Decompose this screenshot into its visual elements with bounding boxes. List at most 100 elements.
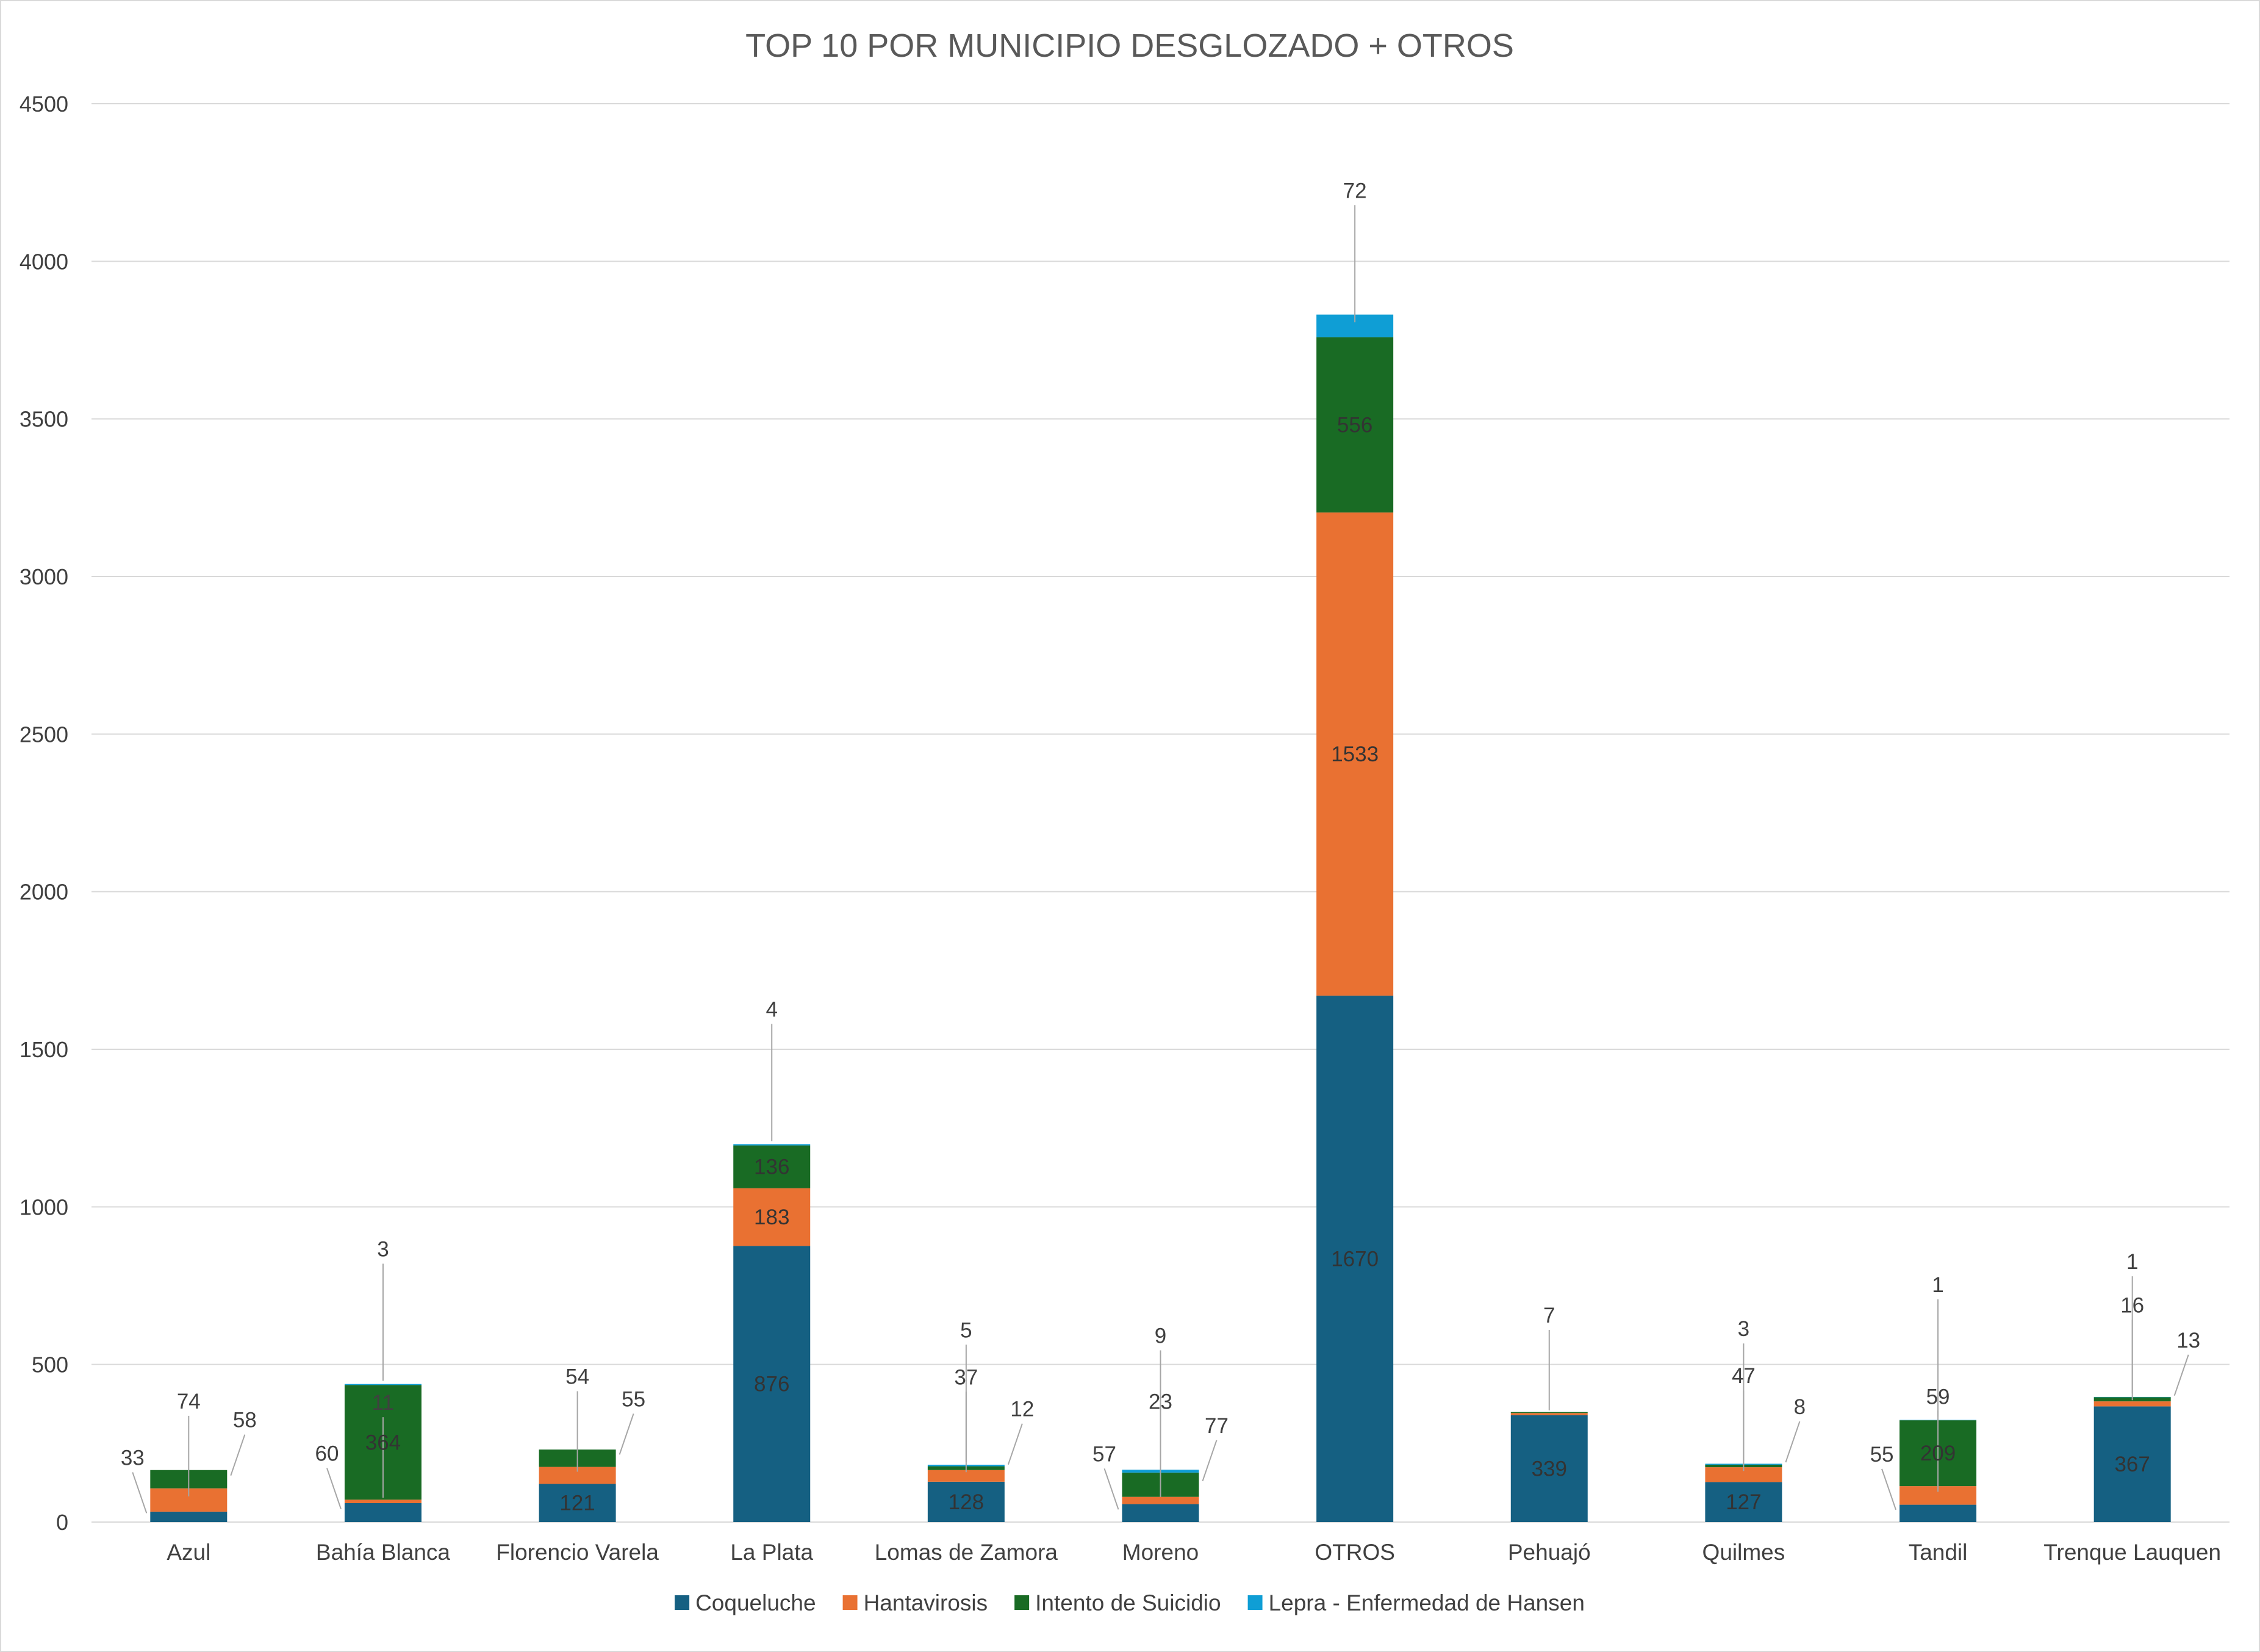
data-label: 3 bbox=[1738, 1317, 1749, 1341]
leader-lines bbox=[132, 205, 2189, 1514]
legend-swatch bbox=[1014, 1595, 1030, 1610]
x-tick-label: Lomas de Zamora bbox=[875, 1540, 1058, 1565]
bar-hantavirosis-10 bbox=[2093, 1401, 2171, 1407]
y-axis-ticks: 0 500 1000 1500 2000 2500 3000 3500 4000 4500 bbox=[20, 92, 68, 1535]
legend-swatch bbox=[842, 1595, 858, 1610]
label-leader-line bbox=[132, 1472, 148, 1514]
data-label: 364 bbox=[365, 1431, 401, 1454]
bar-coqueluche-8 bbox=[1705, 1482, 1782, 1522]
data-label: 121 bbox=[559, 1492, 595, 1515]
bar-hantavirosis-4 bbox=[927, 1470, 1005, 1482]
y-tick-label: 3500 bbox=[20, 407, 68, 432]
y-tick-label: 4500 bbox=[20, 92, 68, 117]
bar-lepra-enfermedad-de-hansen-1 bbox=[344, 1384, 422, 1385]
bar-coqueluche-6 bbox=[1316, 996, 1394, 1522]
legend-label: Intento de Suicidio bbox=[1035, 1590, 1221, 1615]
bar-intento-de-suicidio-7 bbox=[1510, 1412, 1588, 1413]
data-label: 7 bbox=[1543, 1304, 1555, 1327]
data-label: 1 bbox=[2126, 1250, 2138, 1274]
y-tick-label: 2500 bbox=[20, 722, 68, 747]
bar-hantavirosis-1 bbox=[344, 1499, 422, 1503]
data-label: 556 bbox=[1337, 413, 1372, 437]
legend: Coqueluche Hantavirosis Intento de Suicidi… bbox=[675, 1590, 1585, 1615]
data-label: 55 bbox=[1870, 1443, 1894, 1467]
data-label: 183 bbox=[754, 1205, 789, 1229]
bar-coqueluche-9 bbox=[1899, 1504, 1977, 1522]
label-leader-line bbox=[2173, 1354, 2189, 1396]
data-label: 128 bbox=[949, 1490, 984, 1514]
y-tick-label: 3000 bbox=[20, 564, 68, 589]
x-tick-label: OTROS bbox=[1315, 1540, 1395, 1565]
label-leader-line bbox=[1007, 1423, 1023, 1465]
data-label: 60 bbox=[315, 1442, 339, 1466]
bar-coqueluche-3 bbox=[733, 1246, 811, 1522]
data-label: 4 bbox=[766, 998, 777, 1022]
x-tick-label: Quilmes bbox=[1702, 1540, 1785, 1565]
label-leader-line bbox=[230, 1434, 246, 1476]
data-label: 13 bbox=[2176, 1329, 2200, 1352]
data-label: 209 bbox=[1920, 1442, 1956, 1465]
data-label: 47 bbox=[1732, 1364, 1756, 1388]
data-label: 55 bbox=[622, 1387, 645, 1411]
y-tick-label: 1500 bbox=[20, 1037, 68, 1062]
x-tick-label: Pehuajó bbox=[1508, 1540, 1591, 1565]
bar-hantavirosis-3 bbox=[733, 1188, 811, 1246]
data-label: 8 bbox=[1794, 1395, 1806, 1419]
label-leader-line bbox=[1881, 1468, 1896, 1510]
y-tick-label: 4000 bbox=[20, 249, 68, 274]
legend-label: Lepra - Enfermedad de Hansen bbox=[1269, 1590, 1585, 1615]
bar-coqueluche-0 bbox=[150, 1511, 228, 1522]
data-label: 5 bbox=[960, 1318, 972, 1342]
legend-swatch bbox=[675, 1595, 690, 1610]
data-label: 136 bbox=[754, 1155, 789, 1179]
label-leader-line bbox=[1103, 1468, 1119, 1510]
data-label: 1533 bbox=[1331, 742, 1379, 766]
bar-intento-de-suicidio-6 bbox=[1316, 337, 1394, 513]
data-label: 54 bbox=[565, 1365, 589, 1389]
bar-hantavirosis-6 bbox=[1316, 512, 1394, 996]
bar-hantavirosis-7 bbox=[1510, 1413, 1588, 1415]
y-tick-label: 1000 bbox=[20, 1194, 68, 1219]
y-tick-label: 500 bbox=[32, 1352, 68, 1377]
data-label: 72 bbox=[1343, 179, 1367, 203]
data-label: 127 bbox=[1726, 1490, 1761, 1514]
label-leader-line bbox=[1202, 1440, 1218, 1482]
bar-hantavirosis-5 bbox=[1122, 1496, 1199, 1504]
bar-coqueluche-2 bbox=[539, 1484, 616, 1522]
label-leader-line bbox=[619, 1413, 634, 1455]
bar-coqueluche-1 bbox=[344, 1503, 422, 1522]
data-label: 9 bbox=[1155, 1324, 1166, 1348]
bar-coqueluche-7 bbox=[1510, 1415, 1588, 1522]
bar-lepra-enfermedad-de-hansen-3 bbox=[733, 1144, 811, 1146]
chart-title: TOP 10 POR MUNICIPIO DESGLOZADO + OTROS bbox=[745, 27, 1514, 64]
gridlines bbox=[91, 103, 2230, 1523]
y-tick-label: 0 bbox=[56, 1510, 68, 1535]
data-label: 23 bbox=[1149, 1390, 1172, 1414]
x-tick-label: Moreno bbox=[1122, 1540, 1199, 1565]
x-tick-label: Trenque Lauquen bbox=[2043, 1540, 2221, 1565]
data-label: 33 bbox=[121, 1446, 145, 1470]
bar-coqueluche-5 bbox=[1122, 1504, 1199, 1522]
x-tick-label: Azul bbox=[167, 1540, 210, 1565]
data-labels: 3374586011364312154558761831364128371255… bbox=[121, 179, 2200, 1515]
data-label: 16 bbox=[2120, 1293, 2144, 1317]
y-tick-label: 2000 bbox=[20, 880, 68, 905]
data-label: 1670 bbox=[1331, 1248, 1379, 1271]
bars bbox=[150, 314, 2171, 1522]
x-tick-label: Bahía Blanca bbox=[316, 1540, 451, 1565]
data-label: 3 bbox=[377, 1237, 389, 1261]
data-label: 367 bbox=[2114, 1453, 2150, 1476]
data-label: 74 bbox=[177, 1390, 201, 1413]
data-label: 1 bbox=[1932, 1273, 1943, 1297]
label-leader-line bbox=[1785, 1421, 1801, 1463]
data-label: 339 bbox=[1532, 1457, 1567, 1481]
x-axis-ticks: Azul Bahía Blanca Florencio Varela La Plata… bbox=[167, 1540, 2221, 1565]
data-label: 876 bbox=[754, 1373, 789, 1396]
x-tick-label: La Plata bbox=[730, 1540, 813, 1565]
data-label: 12 bbox=[1010, 1398, 1034, 1421]
legend-label: Hantavirosis bbox=[864, 1590, 988, 1615]
x-tick-label: Tandil bbox=[1909, 1540, 1968, 1565]
